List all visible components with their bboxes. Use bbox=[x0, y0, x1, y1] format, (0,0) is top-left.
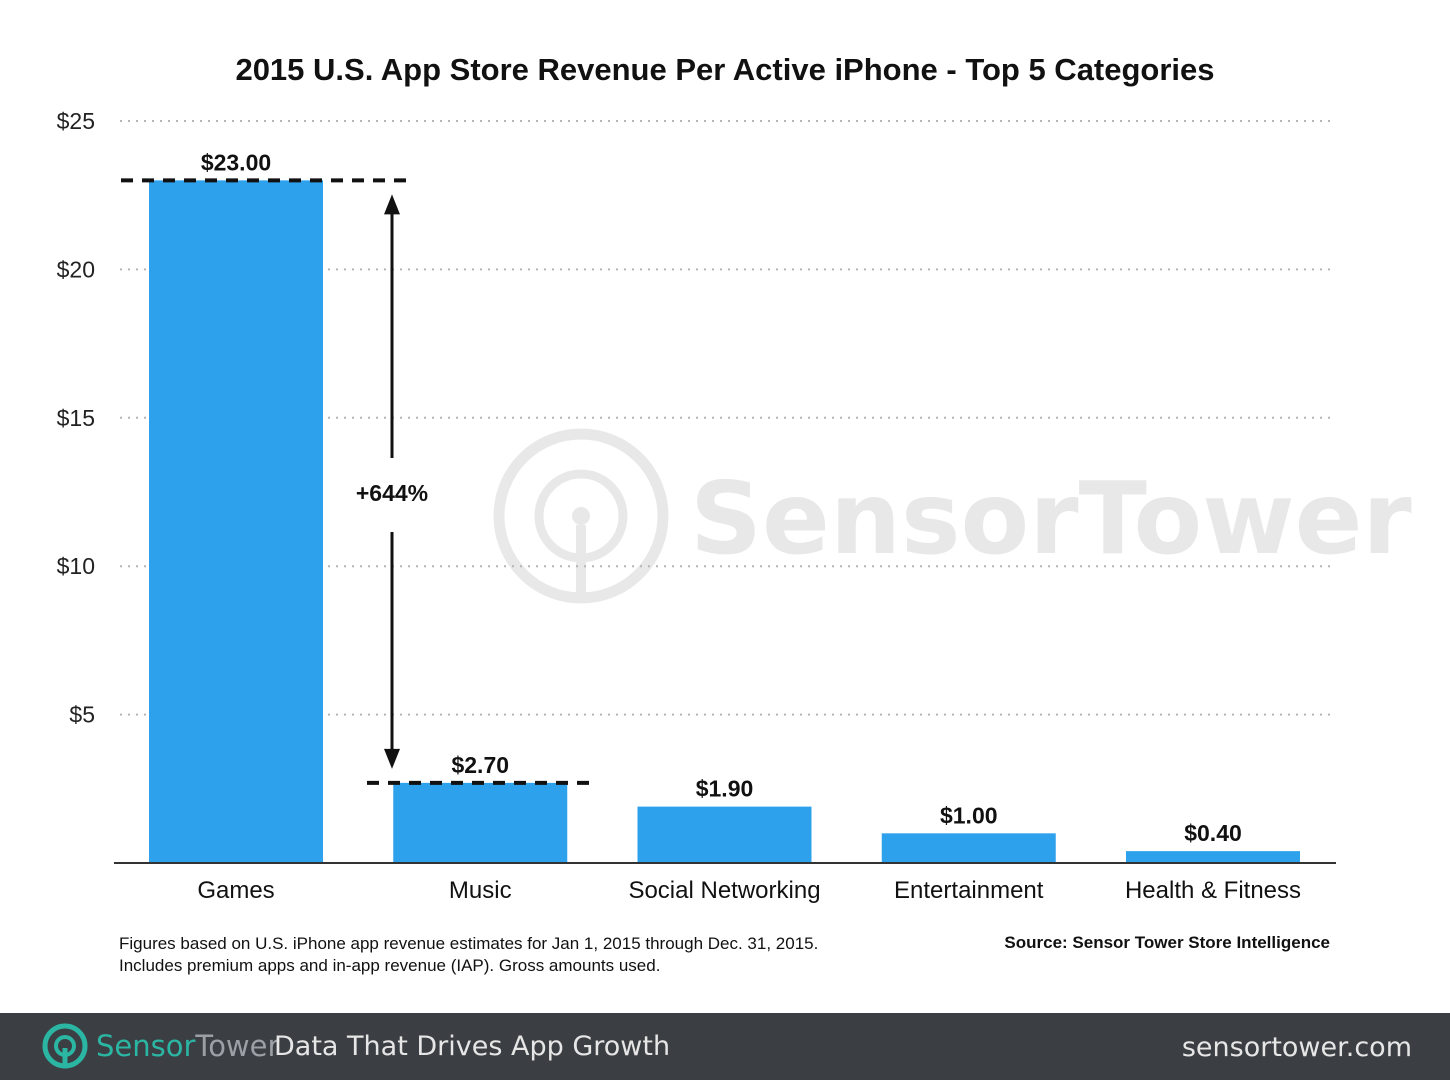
bar bbox=[393, 782, 568, 863]
bar-chart: SensorTower $5 $10 $15 $20 $25 $23.00 $2.70 $1… bbox=[57, 108, 1413, 904]
bar-value-label: $1.00 bbox=[940, 802, 998, 828]
footer-url-link[interactable]: sensortower.com bbox=[1181, 1032, 1412, 1063]
arrowhead-down bbox=[384, 748, 400, 769]
footnote-line-2: Includes premium apps and in-app revenue… bbox=[119, 956, 661, 975]
x-category-label: Games bbox=[197, 877, 274, 904]
bar bbox=[149, 180, 323, 864]
x-category-label: Health & Fitness bbox=[1125, 877, 1301, 904]
x-category-label: Social Networking bbox=[628, 877, 820, 904]
footer-brand-tower: Tower bbox=[195, 1029, 280, 1063]
y-tick-label: $15 bbox=[57, 405, 95, 431]
bar-value-label: $23.00 bbox=[201, 149, 271, 175]
chart-title: 2015 U.S. App Store Revenue Per Active i… bbox=[235, 52, 1215, 87]
bar bbox=[637, 806, 812, 863]
footer-brand: SensorTower bbox=[96, 1029, 279, 1063]
arrowhead-up bbox=[384, 194, 400, 215]
sensortower-watermark: SensorTower bbox=[493, 428, 1412, 604]
footer-tagline: Data That Drives App Growth bbox=[274, 1031, 671, 1062]
footer-brand-sensor: Sensor bbox=[96, 1029, 196, 1063]
footnote-line-1: Figures based on U.S. iPhone app revenue… bbox=[119, 934, 819, 953]
x-category-label: Entertainment bbox=[894, 877, 1044, 904]
y-tick-label: $10 bbox=[57, 553, 95, 579]
bar bbox=[881, 833, 1056, 863]
bar-value-label: $2.70 bbox=[451, 752, 509, 778]
bar-value-label: $0.40 bbox=[1184, 820, 1242, 846]
y-tick-label: $20 bbox=[57, 256, 95, 282]
watermark-text: SensorTower bbox=[690, 460, 1412, 577]
y-tick-label: $5 bbox=[69, 702, 95, 728]
source-label: Source: Sensor Tower Store Intelligence bbox=[1004, 933, 1330, 952]
footnote: Figures based on U.S. iPhone app revenue… bbox=[119, 933, 818, 977]
annotation-percent-label: +644% bbox=[356, 480, 428, 506]
y-tick-label: $25 bbox=[57, 108, 95, 134]
sensortower-logo-icon bbox=[42, 1023, 88, 1069]
footer-bar: SensorTower Data That Drives App Growth … bbox=[0, 1013, 1450, 1080]
bar bbox=[1126, 851, 1300, 863]
x-category-label: Music bbox=[449, 877, 512, 904]
bar-value-label: $1.90 bbox=[696, 776, 754, 802]
